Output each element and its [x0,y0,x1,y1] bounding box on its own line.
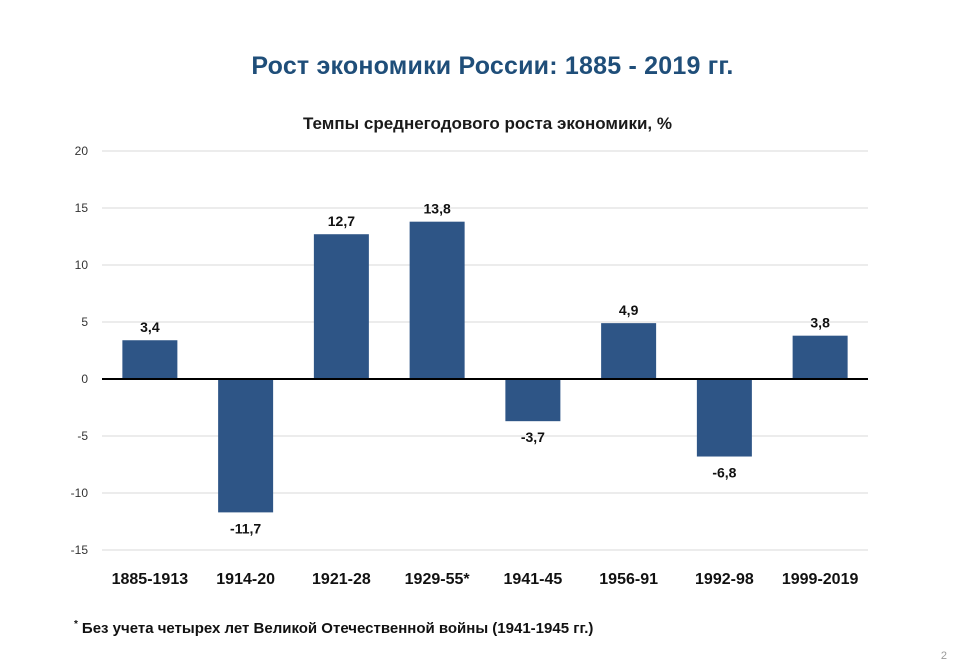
footnote-mark: * [74,619,78,630]
x-tick-label: 1929-55* [405,571,471,588]
gridlines [102,150,868,551]
x-tick-label: 1941-45 [504,571,563,588]
y-tick-label: 20 [75,144,89,158]
x-tick-label: 1914-20 [216,571,275,588]
x-tick-label: 1921-28 [312,571,371,588]
x-tick-label: 1999-2019 [782,571,859,588]
bar-1992-98 [696,379,752,457]
bar-1914-20 [218,379,274,513]
bar-1941-45 [505,379,561,422]
x-axis-ticks: 1885-1913 1914-20 1921-28 1929-55* 1941-45 19… [112,571,859,588]
y-tick-label: 0 [81,372,88,386]
bar-chart: 20 15 10 5 0 -5 -10 -15 3,4 -11,7 12,7 13,8 -3,7 4,9… [71,144,868,588]
y-tick-label: 10 [75,258,89,272]
bar-1999-2019 [792,335,848,379]
data-label: -3,7 [521,429,545,445]
x-tick-label: 1885-1913 [112,571,189,588]
data-label: 4,9 [619,302,639,318]
x-tick-label: 1956-91 [599,571,658,588]
y-tick-label: -10 [71,486,89,500]
y-axis-ticks: 20 15 10 5 0 -5 -10 -15 [71,144,89,557]
data-label: 12,7 [328,213,355,229]
chart-title: Рост экономики России: 1885 - 2019 гг. [251,52,734,80]
footnote: * Без учета четырех лет Великой Отечестве… [74,619,593,637]
y-tick-label: -15 [71,543,89,557]
chart-subtitle: Темпы среднегодового роста экономики, % [303,114,672,133]
bar-1885-1913 [122,340,178,379]
y-tick-label: -5 [77,429,88,443]
page-number: 2 [940,650,947,662]
y-tick-label: 15 [75,201,89,215]
data-label: 13,8 [424,201,451,217]
x-tick-label: 1992-98 [695,571,754,588]
data-label: 3,4 [140,319,160,335]
footnote-text: Без учета четырех лет Великой Отечествен… [81,620,594,637]
bar-1956-91 [601,323,657,379]
bar-1929-55* [409,221,465,379]
data-label: -6,8 [712,465,736,481]
data-label: -11,7 [230,520,261,536]
data-labels: 3,4 -11,7 12,7 13,8 -3,7 4,9 -6,8 3,8 [140,201,830,537]
bars [122,221,848,513]
data-label: 3,8 [810,315,830,331]
y-tick-label: 5 [81,315,88,329]
bar-1921-28 [313,234,369,379]
